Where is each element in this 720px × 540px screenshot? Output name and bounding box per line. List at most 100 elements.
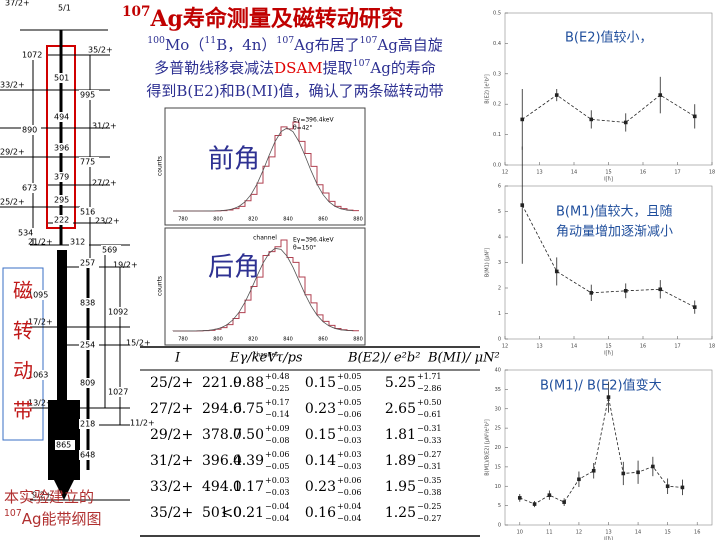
rich-text: 多普勒线移衰减法DSAM提取107Ag的寿命: [154, 58, 436, 77]
table-cell: 378.7: [202, 427, 242, 443]
transition-label: 865: [56, 441, 71, 450]
spectrum-x-tick: 880: [353, 217, 363, 223]
table-cell: 1.81: [385, 427, 416, 443]
spin-label: 15/2+: [126, 339, 151, 348]
table-cell-error-down: −0.05: [337, 384, 362, 393]
y-tick-label: 20: [495, 445, 501, 451]
x-tick-label: 11: [546, 530, 552, 536]
transition-label: 1027: [108, 388, 128, 397]
table-cell: 1.95: [385, 479, 416, 495]
text-segment: Ag能带纲图: [22, 510, 102, 528]
spectrum-x-tick: 880: [353, 337, 363, 343]
data-point: [658, 93, 663, 97]
table-cell: 0.39: [233, 453, 264, 469]
transition-label: 569: [102, 246, 117, 255]
y-tick-label: 5: [498, 503, 501, 509]
text-segment: 107: [4, 508, 22, 519]
rich-text: 107Ag能带纲图: [4, 508, 102, 528]
data-point: [606, 395, 611, 399]
data-point: [577, 477, 581, 482]
y-tick-label: 0.5: [493, 11, 501, 17]
spin-label: 19/2+: [113, 261, 138, 270]
transition-label: 516: [80, 208, 95, 217]
text-segment: DSAM: [274, 59, 323, 77]
data-line: [522, 94, 695, 123]
transition-label: 534: [18, 229, 33, 238]
table-cell: 221.9: [202, 375, 242, 391]
table-cell-error-up: +0.03: [337, 424, 362, 433]
transition-label-bg: [79, 340, 99, 350]
rich-text: 100Mo（11B，4n）107Ag布居了107Ag高自旋: [147, 35, 443, 54]
table-cell: 0.15: [305, 375, 336, 391]
x-axis-label: I[ħ]: [604, 177, 613, 183]
text-segment: 100: [147, 35, 165, 46]
transition-label: 312: [70, 238, 85, 247]
transition-label: 494: [54, 113, 69, 122]
transition-label: 890: [22, 126, 37, 135]
data-point: [636, 470, 640, 475]
table-cell: 1.89: [385, 453, 416, 469]
data-point: [589, 117, 594, 122]
y-tick-label: 0.4: [493, 41, 501, 47]
table-cell-error-up: −0.27: [417, 450, 442, 459]
transition-label-bg: [79, 378, 99, 388]
table-header: τ/ps: [276, 351, 303, 366]
x-axis-label: I[ħ]: [604, 351, 613, 357]
y-tick-label: 5: [498, 209, 501, 215]
data-point: [591, 468, 596, 473]
table-cell: 0.88: [233, 375, 264, 391]
y-tick-label: 0: [498, 523, 501, 529]
y-tick-label: 35: [495, 387, 501, 393]
rich-text: 得到B(E2)和B(MI)值，确认了两条磁转动带: [146, 82, 443, 100]
table-cell: 396.4: [202, 453, 242, 469]
x-tick-label: 15: [664, 530, 670, 536]
spectrum-x-tick: 800: [213, 337, 223, 343]
y-axis-label: B(M1)/B(E2) [μN²/e²b²]: [485, 419, 491, 476]
table-cell-error-up: −0.35: [417, 476, 442, 485]
y-axis-label: B(M1) [μN²]: [485, 248, 491, 277]
rich-text: 107Ag寿命测量及磁转动研究: [122, 4, 403, 33]
text-segment: Ag高自旋: [376, 36, 442, 54]
spectrum-energy: Eγ=396.4keV: [293, 237, 334, 244]
table-cell: 0.14: [305, 453, 336, 469]
transition-label-bg: [79, 419, 99, 429]
table-cell-error-down: −0.14: [265, 410, 290, 419]
y-tick-label: 25: [495, 426, 501, 432]
text-segment: 107: [360, 35, 378, 46]
spectrum-energy: Eγ=396.4keV: [293, 117, 334, 124]
transition-label: 218: [80, 420, 95, 429]
table-cell-error-up: +0.05: [337, 372, 362, 381]
x-axis-label: I[ħ]: [604, 537, 613, 540]
spectrum-label: 前角: [208, 145, 260, 175]
spectrum-y-label: counts: [157, 276, 164, 296]
y-tick-label: 30: [495, 406, 501, 412]
spectrum-x-label: channel: [253, 235, 277, 242]
spin-label: 27/2+: [92, 179, 117, 188]
y-tick-label: 15: [495, 464, 501, 470]
transition-label-bg: [21, 183, 41, 193]
data-point: [665, 484, 670, 489]
y-tick-label: 2: [498, 286, 501, 292]
x-tick-label: 18: [709, 344, 715, 350]
spin-label: 11/2+: [130, 419, 155, 428]
table-cell: 294.6: [202, 401, 242, 417]
spin-label: 33/2+: [0, 81, 25, 90]
text-segment: 多普勒线移衰减法: [154, 59, 274, 77]
table-cell-error-down: −0.25: [265, 384, 290, 393]
table-cell: 31/2+: [150, 453, 193, 469]
spin-label: 35/2+: [88, 46, 113, 55]
table-header: Eγ/keV: [229, 351, 278, 366]
data-point: [658, 287, 663, 292]
x-tick-label: 16: [640, 170, 646, 176]
table-cell: 2.65: [385, 401, 416, 417]
table-cell: 494.1: [202, 479, 242, 495]
y-tick-label: 6: [498, 184, 501, 190]
band-label: 磁: [13, 279, 33, 303]
table-cell: 27/2+: [150, 401, 193, 417]
transition-label: 775: [80, 158, 95, 167]
transition-label-bg: [107, 307, 127, 317]
text-segment: 107: [122, 4, 150, 20]
table-cell: 35/2+: [150, 505, 193, 521]
transition-label: 257: [80, 259, 95, 268]
table-cell: 0.75: [233, 401, 264, 417]
